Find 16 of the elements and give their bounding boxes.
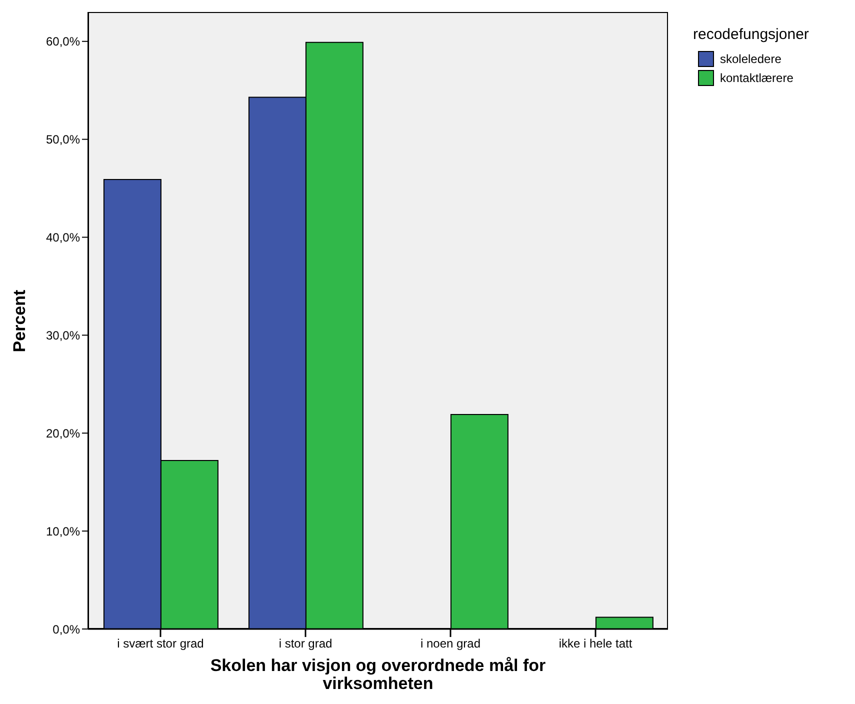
x-tick-label: i noen grad (420, 636, 481, 651)
y-tick-label: 20,0% (46, 426, 80, 440)
legend-label: skoleledere (720, 52, 782, 66)
x-tick-label: i stor grad (278, 636, 332, 651)
y-tick-label: 60,0% (46, 34, 80, 49)
x-axis-title: Skolen har visjon og overordnede mål for virksomheten (209, 656, 547, 693)
legend-label: kontaktlærere (720, 70, 794, 84)
x-tick-label: i svært stor grad (117, 636, 204, 651)
y-axis-title: Percent (10, 289, 30, 352)
y-tick-label: 0,0% (52, 622, 80, 636)
x-tick-label: ikke i hele tatt (558, 636, 633, 651)
y-tick-label: 40,0% (46, 230, 80, 245)
y-tick-label: 30,0% (46, 328, 80, 342)
y-tick-label: 10,0% (46, 524, 80, 538)
legend-title: recodefungsjoner (693, 26, 809, 43)
y-tick-label: 50,0% (46, 132, 80, 147)
